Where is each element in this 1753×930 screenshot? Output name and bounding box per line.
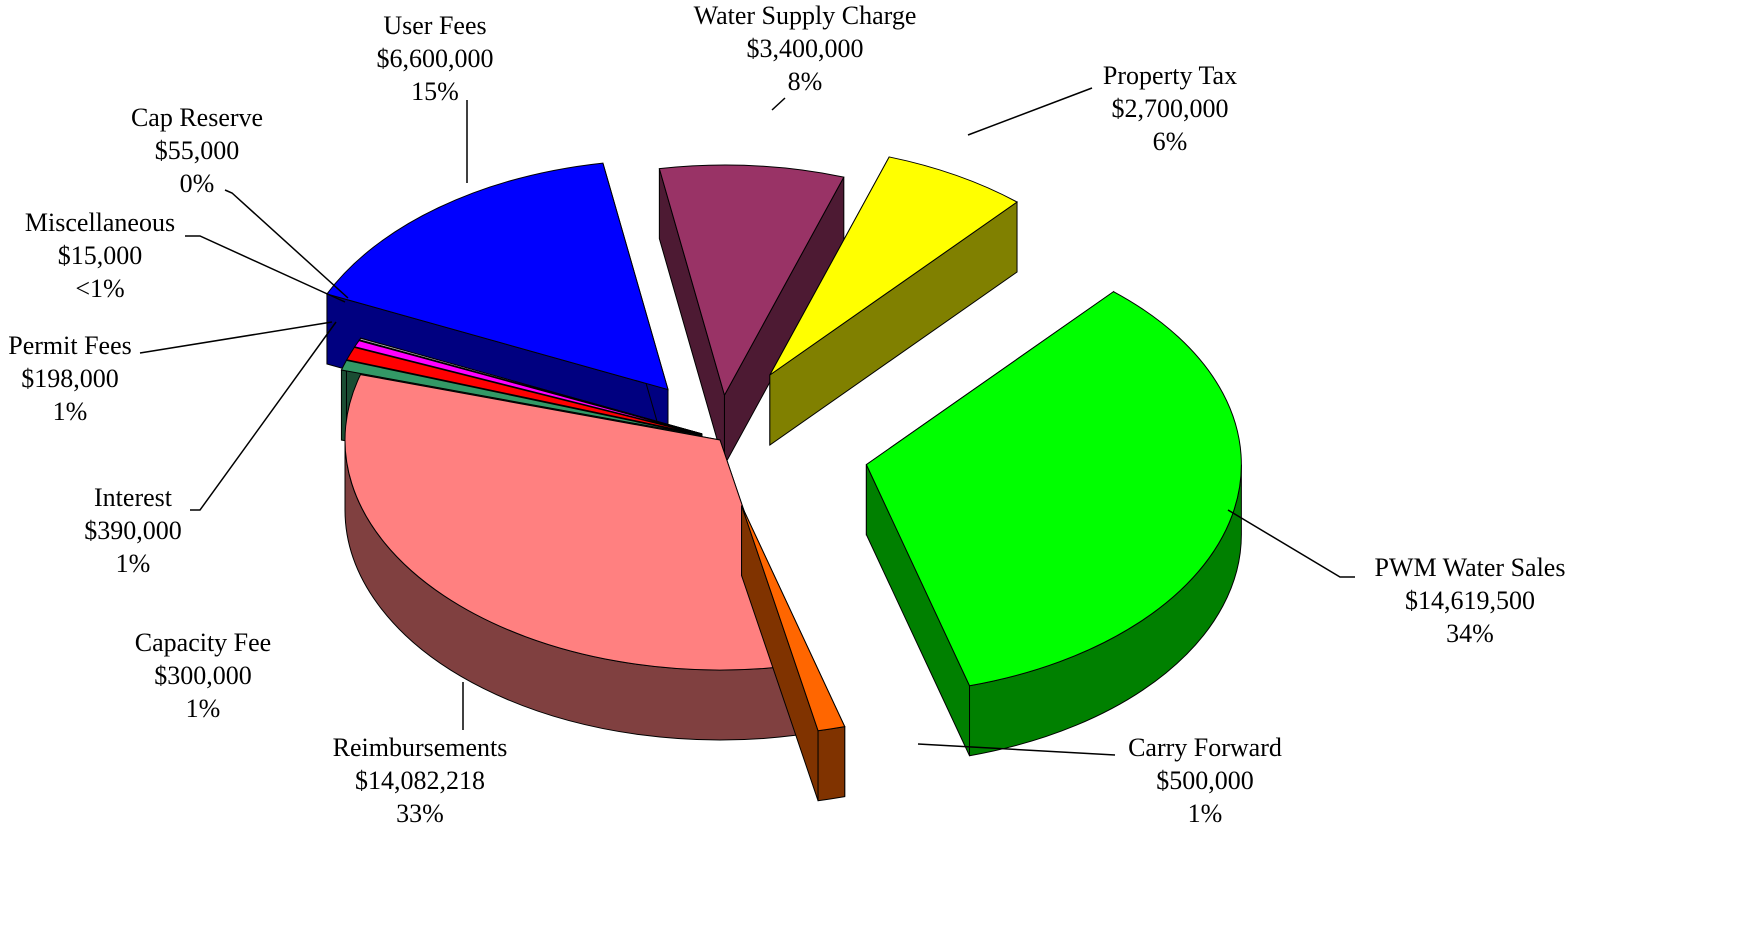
value-label: $14,619,500 [1405,586,1535,615]
percent-label: 8% [788,67,823,96]
percent-label: 0% [180,169,215,198]
slice [326,162,669,391]
value-label: $500,000 [1156,766,1254,795]
percent-label: 15% [411,77,459,106]
slice-wall [817,726,846,802]
value-label: $2,700,000 [1112,94,1229,123]
value-label: $55,000 [155,136,240,165]
slice [741,505,846,732]
leader-line [1227,509,1355,578]
value-label: $6,600,000 [377,44,494,73]
slice-label: Interest [94,483,173,512]
slice-label: Miscellaneous [25,208,175,237]
leader-line [771,97,786,111]
slice-label: Capacity Fee [135,628,271,657]
slice [353,340,702,435]
value-label: $14,082,218 [355,766,485,795]
slice-label: User Fees [383,11,486,40]
leader-line [190,321,337,511]
leader-line [224,189,349,299]
slice [769,156,1018,376]
value-label: $390,000 [84,516,182,545]
slice-label: PWM Water Sales [1375,553,1566,582]
slice [346,346,702,436]
leader-line [917,743,1116,756]
value-label: $198,000 [21,364,119,393]
percent-label: 6% [1153,127,1188,156]
slice-label: Permit Fees [8,331,132,360]
leader-line [967,87,1093,136]
slice [658,164,845,397]
percent-label: 1% [1188,799,1223,828]
slice-label: Reimbursements [333,733,508,762]
slice [865,291,1242,687]
leader-line [139,321,333,354]
percent-label: 33% [396,799,444,828]
slice [344,374,798,671]
percent-label: 1% [53,397,88,426]
slice-label: Cap Reserve [131,103,263,132]
slice [340,359,702,436]
percent-label: 1% [116,549,151,578]
value-label: $300,000 [154,661,252,690]
slice-label: Carry Forward [1128,733,1282,762]
leader-line [185,235,346,303]
value-label: $15,000 [58,241,143,270]
slice-label: Property Tax [1103,61,1237,90]
slice-label: Water Supply Charge [694,1,917,30]
percent-label: 1% [186,694,221,723]
value-label: $3,400,000 [747,34,864,63]
percent-label: 34% [1446,619,1494,648]
percent-label: <1% [75,274,124,303]
